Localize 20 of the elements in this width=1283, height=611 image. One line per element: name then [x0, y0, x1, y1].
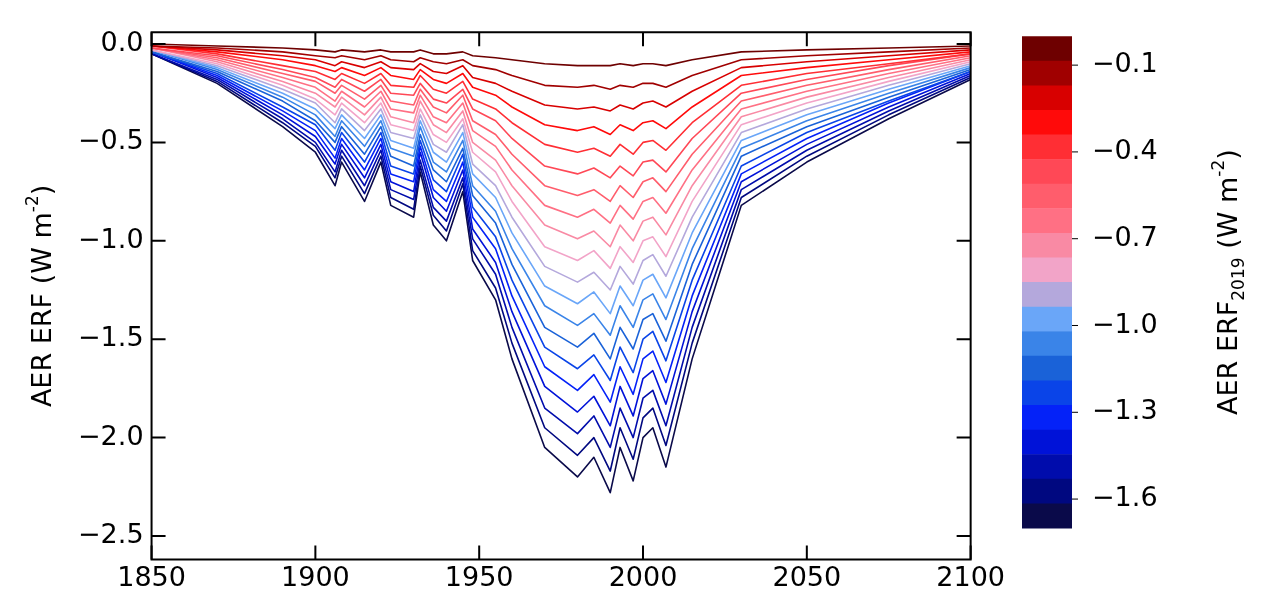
y-axis-title: AER ERF (W m-2): [21, 184, 58, 408]
color-bar-label: −1.0: [1092, 307, 1158, 339]
color-bar-label: −0.4: [1092, 133, 1158, 165]
y-tick-label: −0.5: [78, 124, 144, 156]
color-bar-title: AER ERF2019 (W m-2): [1207, 149, 1248, 415]
x-tick-label: 1900: [281, 560, 350, 592]
x-tick-label: 1850: [117, 560, 186, 592]
y-tick-label: −2.5: [78, 518, 144, 549]
y-tick-label: 0.0: [100, 26, 144, 58]
y-tick-label: −1.5: [78, 321, 144, 353]
x-tick-label: 2100: [936, 560, 1005, 592]
color-bar-label: −0.1: [1092, 47, 1158, 79]
x-tick-label: 2050: [772, 560, 842, 592]
color-bar-label: −1.3: [1092, 394, 1158, 426]
x-tick-label: 2000: [608, 560, 678, 592]
x-tick-label: 1950: [444, 560, 514, 592]
y-tick-label: −1.0: [78, 222, 144, 254]
color-bar-label: −1.6: [1092, 481, 1158, 513]
color-bar-label: −0.7: [1092, 220, 1158, 252]
y-tick-label: −2.0: [78, 419, 144, 451]
